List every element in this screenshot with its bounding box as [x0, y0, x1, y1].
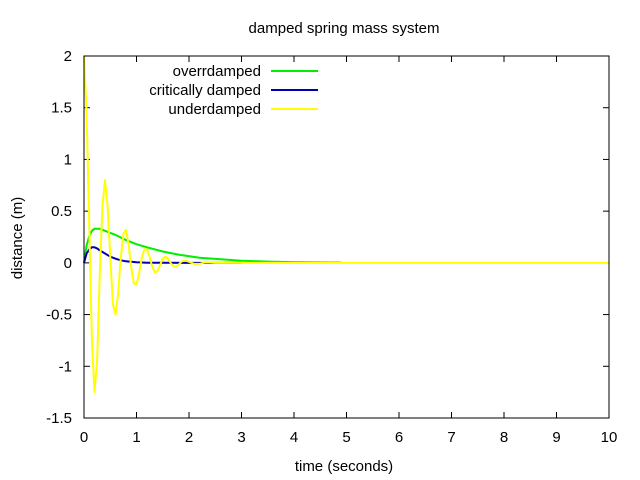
x-tick-label: 2: [185, 429, 193, 446]
plot-frame: [83, 55, 610, 419]
series-line-0: [83, 227, 342, 264]
x-tick-label: 10: [601, 429, 618, 446]
legend-label: overrdamped: [173, 63, 261, 80]
x-tick-label: 1: [132, 429, 140, 446]
legend-label: underdamped: [168, 101, 261, 118]
x-tick-label: 4: [290, 429, 298, 446]
y-tick-label: -0.5: [46, 307, 72, 324]
x-tick-label: 8: [500, 429, 508, 446]
x-tick-label: 5: [342, 429, 350, 446]
y-tick-label: 2: [64, 48, 72, 65]
x-tick-label: 6: [395, 429, 403, 446]
legend-label: critically damped: [149, 82, 261, 99]
x-tick-label: 0: [80, 429, 88, 446]
y-tick-label: -1: [59, 358, 72, 375]
series-line-1: [83, 246, 242, 264]
series-lines: [83, 55, 609, 394]
legend: overrdamped critically damped underdamped: [149, 63, 318, 118]
series-line-2: [83, 55, 609, 394]
y-axis-label: distance (m): [9, 197, 26, 280]
axis-ticks: 0 1 2 3 4 5 6 7 8 9 10 -1.5 -1 -0.5 0 0.5 1 1.5 2: [46, 48, 617, 446]
y-tick-label: -1.5: [46, 410, 72, 427]
x-axis-label: time (seconds): [295, 458, 393, 475]
chart-title: damped spring mass system: [249, 20, 440, 37]
y-tick-label: 0: [64, 255, 72, 272]
x-tick-label: 9: [552, 429, 560, 446]
x-tick-label: 3: [237, 429, 245, 446]
y-tick-label: 1: [64, 151, 72, 168]
x-tick-label: 7: [447, 429, 455, 446]
y-tick-label: 1.5: [51, 100, 72, 117]
y-tick-label: 0.5: [51, 203, 72, 220]
